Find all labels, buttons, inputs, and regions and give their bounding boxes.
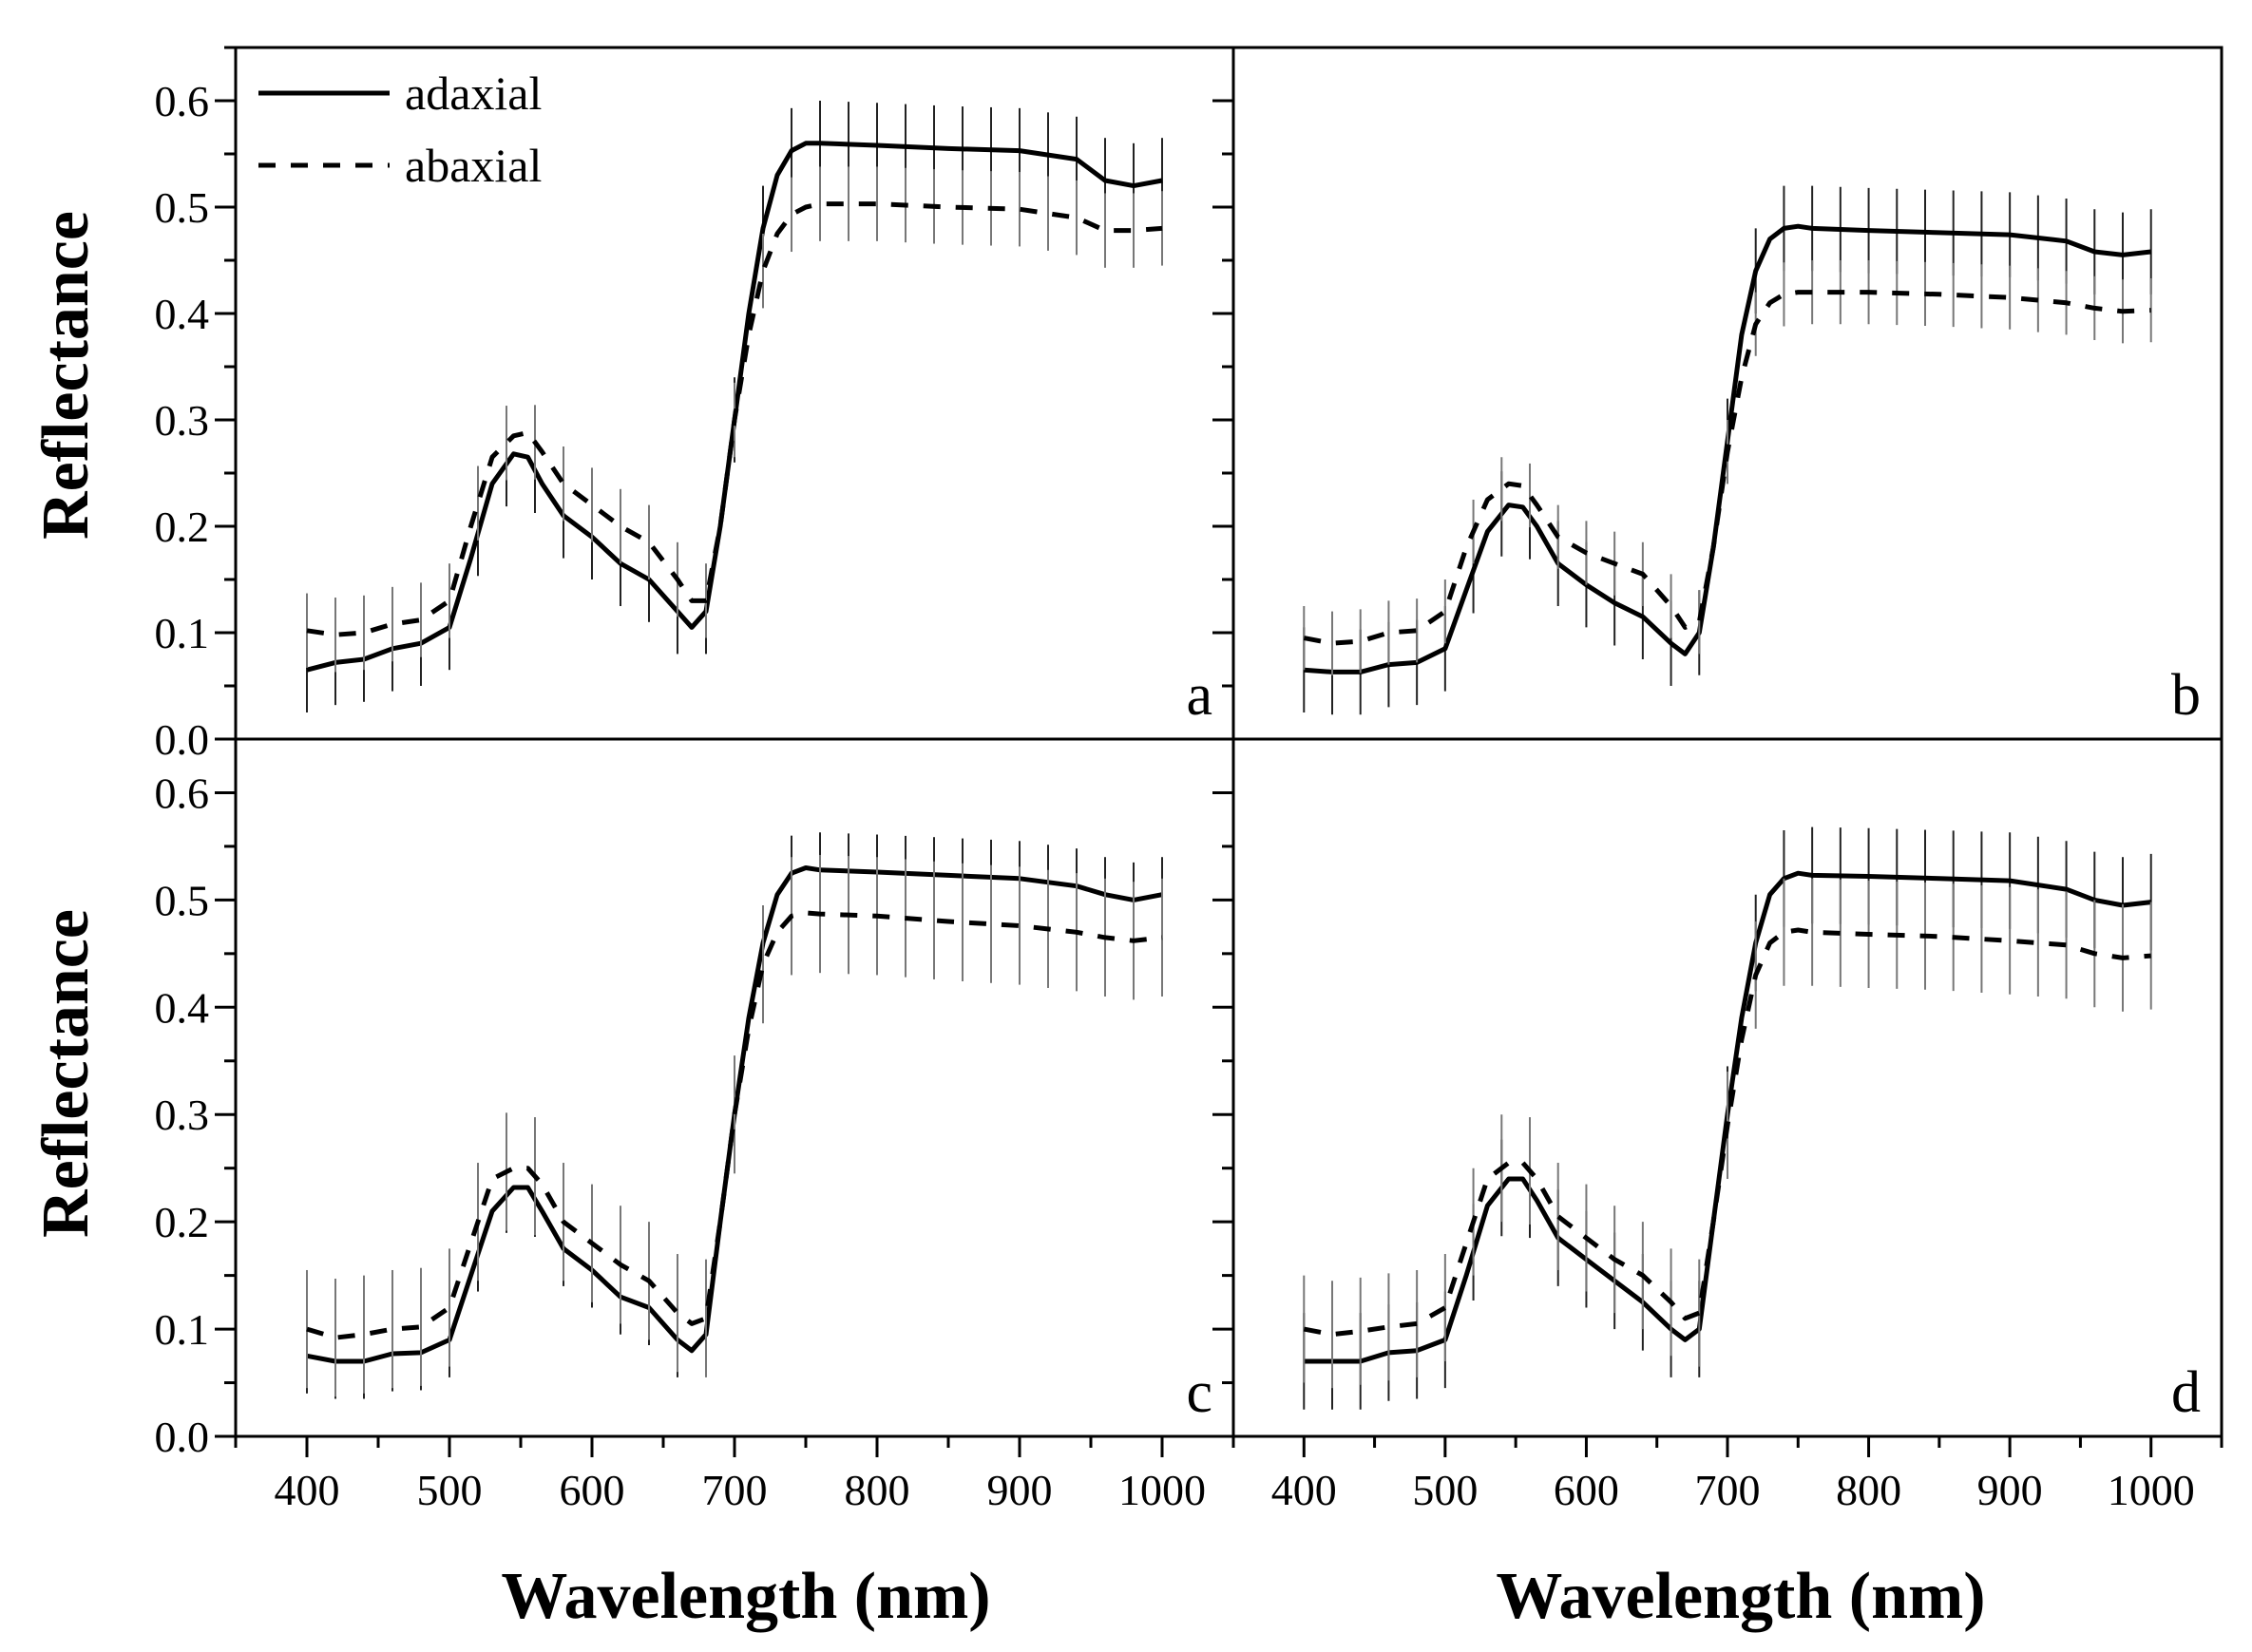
x-tick-label: 800	[1836, 1466, 1901, 1514]
y-tick-label: 0.2	[155, 503, 210, 551]
x-tick-label: 900	[1977, 1466, 2043, 1514]
series-line-abaxial-d	[1303, 927, 2151, 1338]
series-line-abaxial-b	[1303, 290, 2151, 646]
series-line-adaxial-a	[306, 141, 1163, 673]
y-axis-title-top: Reflectance	[29, 211, 103, 540]
series-line-abaxial-a	[306, 201, 1163, 637]
x-axis-c: 400 500 600 700 800 900 1000	[234, 1436, 1235, 1514]
panel-c: 0.0 0.1 0.2 0.3 0.4 0.5 0.6 400 500 600 700 800 900 1…	[155, 737, 1235, 1514]
series-line-adaxial-d	[1304, 870, 2151, 1364]
y-tick-label: 0.0	[155, 715, 210, 764]
panels: 0.00.10.20.30.40.50.6a b0.00.10.20.30.40.…	[155, 46, 2223, 1514]
panel-letter-b: b	[2171, 663, 2201, 728]
y-tick-label: 0.3	[155, 396, 210, 445]
x-axis-d: 400 500 600 700 800 900 1000	[1231, 1436, 2223, 1514]
series-line-adaxial-c	[306, 865, 1163, 1364]
y-tick-label: 0.6	[155, 769, 210, 817]
y-axis-a: 0.0 0.1 0.2 0.3 0.4 0.5 0.6	[155, 46, 236, 764]
y-tick-label: 0.5	[155, 183, 210, 232]
x-tick-label: 900	[987, 1466, 1053, 1514]
y-tick-label: 0.4	[155, 983, 210, 1032]
x-tick-label: 600	[1554, 1466, 1619, 1514]
y-tick-label: 0.2	[155, 1198, 210, 1246]
x-tick-label: 700	[1695, 1466, 1761, 1514]
y-axis-b	[1212, 46, 1233, 741]
x-axis-title-right: Wavelength (nm)	[1496, 1560, 1985, 1633]
y-axis-c: 0.0 0.1 0.2 0.3 0.4 0.5 0.6	[155, 737, 236, 1461]
x-tick-label: 1000	[2108, 1466, 2195, 1514]
y-axis-title-bottom: Reflectance	[29, 909, 103, 1238]
legend: adaxial abaxial	[258, 66, 542, 192]
x-tick-label: 1000	[1118, 1466, 1206, 1514]
panel-letter-a: a	[1186, 663, 1212, 728]
legend-label-adaxial: adaxial	[405, 66, 542, 120]
panel-a: 0.0 0.1 0.2 0.3 0.4 0.5 0.6 a	[155, 46, 1235, 764]
panel-d: 400 500 600 700 800 900 1000 d	[1212, 737, 2223, 1514]
x-tick-label: 600	[560, 1466, 625, 1514]
error-bars-abaxial-d	[1303, 878, 2152, 1389]
x-tick-label: 400	[275, 1466, 340, 1514]
series-line-adaxial-b	[1304, 223, 2151, 674]
x-tick-label: 500	[1412, 1466, 1478, 1514]
y-tick-label: 0.3	[155, 1091, 210, 1139]
x-tick-label: 500	[417, 1466, 483, 1514]
panel-letter-c: c	[1186, 1360, 1212, 1425]
y-tick-label: 0.1	[155, 1305, 210, 1354]
x-axis-title-left: Wavelength (nm)	[501, 1560, 990, 1633]
x-tick-label: 700	[702, 1466, 768, 1514]
panel-letter-d: d	[2171, 1360, 2201, 1425]
y-tick-label: 0.5	[155, 876, 210, 924]
axis-titles: Reflectance Reflectance Wavelength (nm) …	[29, 211, 1986, 1633]
x-tick-label: 800	[845, 1466, 910, 1514]
series-line-abaxial-c	[306, 910, 1163, 1340]
y-axis-d	[1212, 737, 1233, 1438]
x-tick-label: 400	[1271, 1466, 1337, 1514]
y-tick-label: 0.4	[155, 290, 210, 338]
y-tick-label: 0.1	[155, 609, 210, 657]
legend-label-abaxial: abaxial	[405, 139, 542, 192]
y-tick-label: 0.0	[155, 1413, 210, 1461]
y-tick-label: 0.6	[155, 77, 210, 125]
